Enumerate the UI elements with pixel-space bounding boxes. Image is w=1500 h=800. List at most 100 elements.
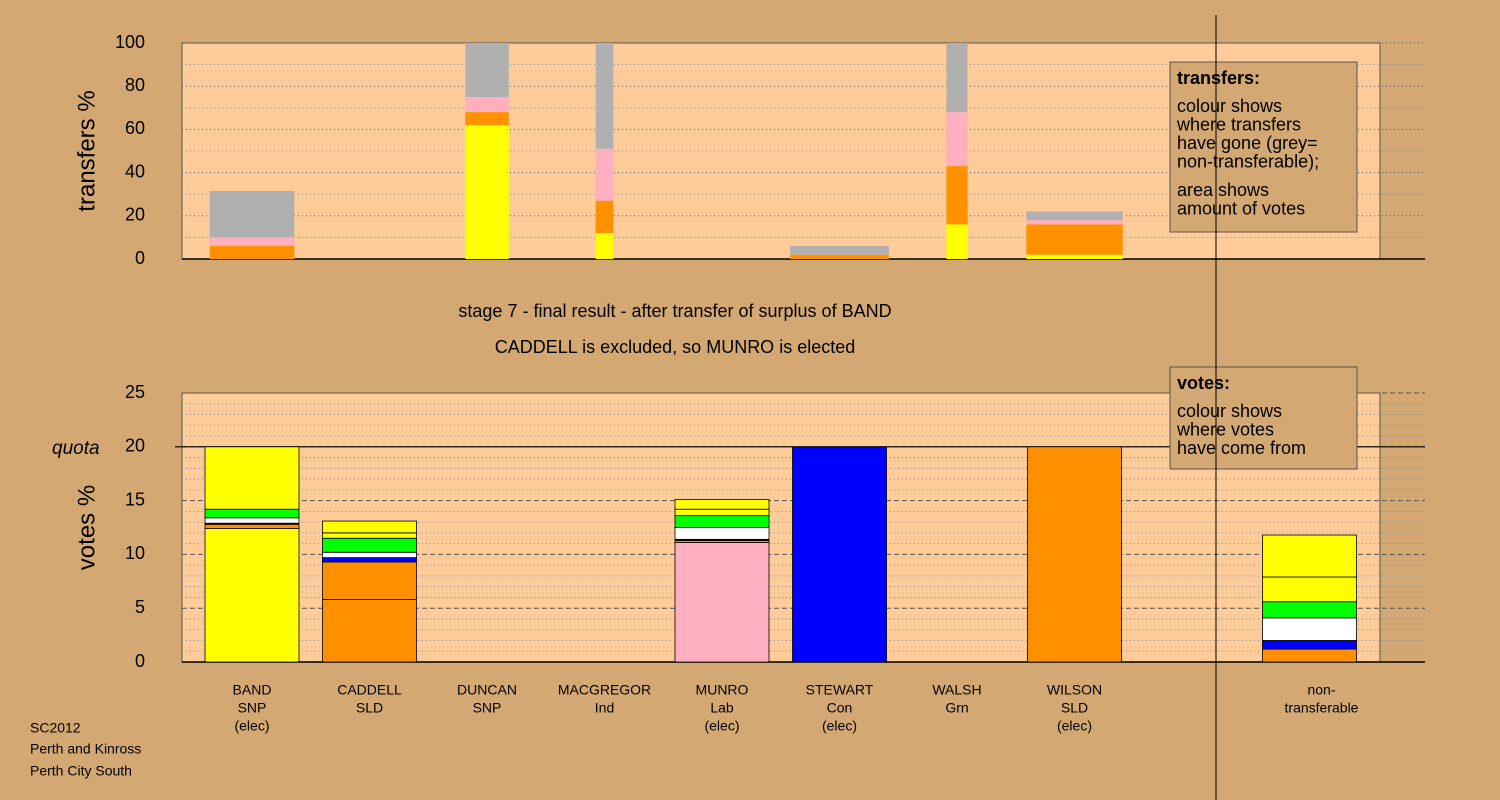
bar-segment [790,246,889,255]
note-box [1169,61,1358,233]
x-tick-label: DUNCAN [457,682,517,698]
bar-segment [1262,576,1357,603]
x-tick-label: BAND [233,682,272,698]
bar-segment [322,520,417,534]
bar-segment [674,499,770,510]
bar-segment [1262,617,1357,641]
y-tick-label: 0 [135,651,145,671]
x-tick-label: WALSH [932,682,981,698]
note-text: area shows [1177,180,1269,200]
bar-segment [790,254,889,259]
x-tick-label: CADDELL [337,682,402,698]
y-tick-label: 80 [125,75,145,95]
y-tick-label: 0 [135,248,145,268]
note-text: have gone (grey= [1177,133,1318,153]
y-tick-label: 100 [115,32,145,52]
bar-segment [674,527,770,540]
quota-label: quota [52,438,100,459]
bar-segment [204,528,300,663]
bar-segment [1262,640,1357,650]
bar-segment [322,537,417,553]
x-tick-label: Lab [710,700,734,716]
bar-segment [1026,254,1123,259]
x-tick-label: MACGREGOR [558,682,651,698]
bar-segment [1026,211,1123,221]
bar-segment [465,97,509,113]
note-title: votes: [1177,373,1230,393]
bar-segment [465,43,509,97]
note-text: colour shows [1177,401,1282,421]
x-tick-label: WILSON [1047,682,1102,698]
bar-segment [595,148,614,201]
note-text: where transfers [1176,114,1301,134]
bar-segment [465,125,509,259]
bar-segment [946,166,968,225]
bar-segment [792,446,887,663]
x-tick-label: (elec) [234,718,269,734]
footer: SC2012 [30,720,81,736]
x-tick-label: non- [1307,682,1335,698]
y-tick-label: 10 [125,543,145,563]
bar-segment [209,237,295,247]
bar-segment [322,599,417,663]
x-tick-label: SNP [238,700,267,716]
bar-segment [322,557,417,563]
note-text: where votes [1176,419,1274,439]
bar-segment [322,532,417,539]
x-tick-label: (elec) [1057,718,1092,734]
x-tick-label: STEWART [806,682,874,698]
y-tick-label: 60 [125,118,145,138]
y-axis-label: transfers % [73,90,100,211]
bar-segment [1262,534,1357,578]
note-box [1169,366,1358,470]
bar-segment [595,200,614,234]
bar-segment [322,561,417,600]
bar-segment [674,515,770,528]
bar-segment [204,508,300,519]
bar-segment [1262,601,1357,619]
note-text: non-transferable); [1177,151,1319,171]
bar-segment [465,112,509,126]
bar-segment [946,43,968,113]
x-tick-label: SLD [356,700,383,716]
bar-segment [1262,648,1357,663]
footer: Perth and Kinross [30,741,141,757]
caption: stage 7 - final result - after transfer … [458,301,891,321]
bar-segment [674,542,770,663]
caption: CADDELL is excluded, so MUNRO is elected [495,337,855,357]
footer: Perth City South [30,763,132,779]
x-tick-label: (elec) [822,718,857,734]
bar-segment [946,224,968,259]
x-tick-label: Ind [595,700,614,716]
bar-segment [595,233,614,259]
note-text: amount of votes [1177,198,1305,218]
bar-segment [322,551,417,559]
x-tick-label: Grn [945,700,968,716]
bar-segment [204,517,300,524]
x-tick-label: (elec) [704,718,739,734]
bar-segment [204,523,300,529]
y-tick-label: 5 [135,597,145,617]
bar-segment [209,190,295,238]
bar-segment [946,112,968,167]
x-tick-label: MUNRO [696,682,749,698]
note-text: have come from [1177,438,1306,458]
bar-segment [209,246,295,259]
x-tick-label: SLD [1061,700,1088,716]
bar-segment [1027,446,1122,663]
y-tick-label: 25 [125,382,145,402]
x-tick-label: Con [827,700,853,716]
y-tick-label: 20 [125,436,145,456]
bar-segment [204,446,300,510]
note-text: colour shows [1177,96,1282,116]
x-tick-label: transferable [1285,700,1359,716]
note-title: transfers: [1177,68,1260,88]
y-tick-label: 20 [125,205,145,225]
bar-segment [674,508,770,517]
bar-segment [595,43,614,149]
bar-segment [1026,224,1123,255]
x-tick-label: SNP [473,700,502,716]
y-tick-label: 15 [125,489,145,509]
y-axis-label: votes % [73,485,100,570]
